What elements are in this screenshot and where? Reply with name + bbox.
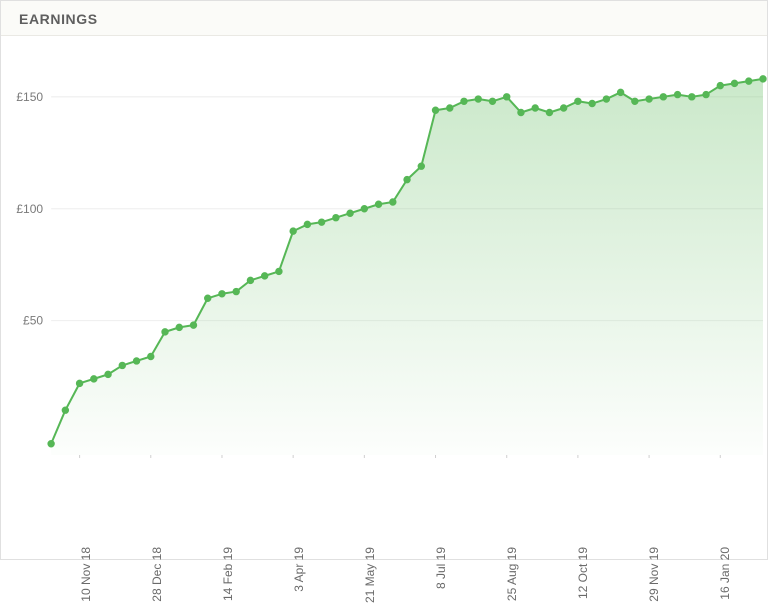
data-point	[504, 94, 510, 100]
data-point	[461, 98, 467, 104]
data-point	[91, 376, 97, 382]
data-point	[390, 199, 396, 205]
data-point	[603, 96, 609, 102]
data-point	[418, 163, 424, 169]
x-tick-label: 29 Nov 19	[647, 547, 661, 602]
data-point	[432, 107, 438, 113]
data-point	[261, 273, 267, 279]
data-point	[575, 98, 581, 104]
data-point	[717, 82, 723, 88]
x-tick-label: 28 Dec 18	[150, 547, 164, 602]
x-tick-label: 14 Feb 19	[221, 547, 235, 601]
data-point	[518, 109, 524, 115]
data-point	[62, 407, 68, 413]
data-point	[746, 78, 752, 84]
data-point	[560, 105, 566, 111]
x-tick-label: 25 Aug 19	[505, 547, 519, 601]
data-point	[731, 80, 737, 86]
data-point	[190, 322, 196, 328]
data-point	[689, 94, 695, 100]
data-point	[489, 98, 495, 104]
data-point	[546, 109, 552, 115]
data-point	[318, 219, 324, 225]
y-tick-label: £150	[16, 90, 43, 104]
data-point	[205, 295, 211, 301]
data-point	[76, 380, 82, 386]
data-point	[233, 288, 239, 294]
data-point	[148, 353, 154, 359]
data-point	[290, 228, 296, 234]
x-tick-label: 21 May 19	[363, 547, 377, 603]
data-point	[674, 91, 680, 97]
y-tick-label: £50	[23, 314, 43, 328]
data-point	[219, 291, 225, 297]
card-title: EARNINGS	[19, 11, 749, 27]
data-point	[333, 214, 339, 220]
chart-svg: £50 £100 £150	[5, 46, 767, 459]
data-point	[48, 441, 54, 447]
data-point	[304, 221, 310, 227]
data-point	[703, 91, 709, 97]
data-point	[133, 358, 139, 364]
data-point	[475, 96, 481, 102]
data-point	[617, 89, 623, 95]
data-point	[646, 96, 652, 102]
data-point	[347, 210, 353, 216]
x-tick-label: 12 Oct 19	[576, 547, 590, 599]
x-axis-labels: 10 Nov 1828 Dec 1814 Feb 193 Apr 1921 Ma…	[1, 459, 767, 559]
x-tick-label: 3 Apr 19	[292, 547, 306, 592]
earnings-chart: £50 £100 £150	[1, 36, 767, 459]
data-point	[760, 76, 766, 82]
data-point	[176, 324, 182, 330]
data-point	[247, 277, 253, 283]
data-point	[105, 371, 111, 377]
data-point	[361, 206, 367, 212]
data-point	[532, 105, 538, 111]
data-point	[632, 98, 638, 104]
data-point	[447, 105, 453, 111]
data-point	[404, 176, 410, 182]
x-tick-label: 16 Jan 20	[718, 547, 732, 600]
data-point	[276, 268, 282, 274]
y-tick-label: £100	[16, 202, 43, 216]
data-point	[375, 201, 381, 207]
earnings-card: EARNINGS £50 £100 £150 10 Nov 1828 Dec 181…	[0, 0, 768, 560]
card-header: EARNINGS	[1, 1, 767, 36]
data-point	[660, 94, 666, 100]
x-tick-label: 8 Jul 19	[434, 547, 448, 589]
data-point	[119, 362, 125, 368]
data-point	[162, 329, 168, 335]
area-fill	[51, 79, 763, 455]
data-point	[589, 100, 595, 106]
x-tick-label: 10 Nov 18	[79, 547, 93, 602]
